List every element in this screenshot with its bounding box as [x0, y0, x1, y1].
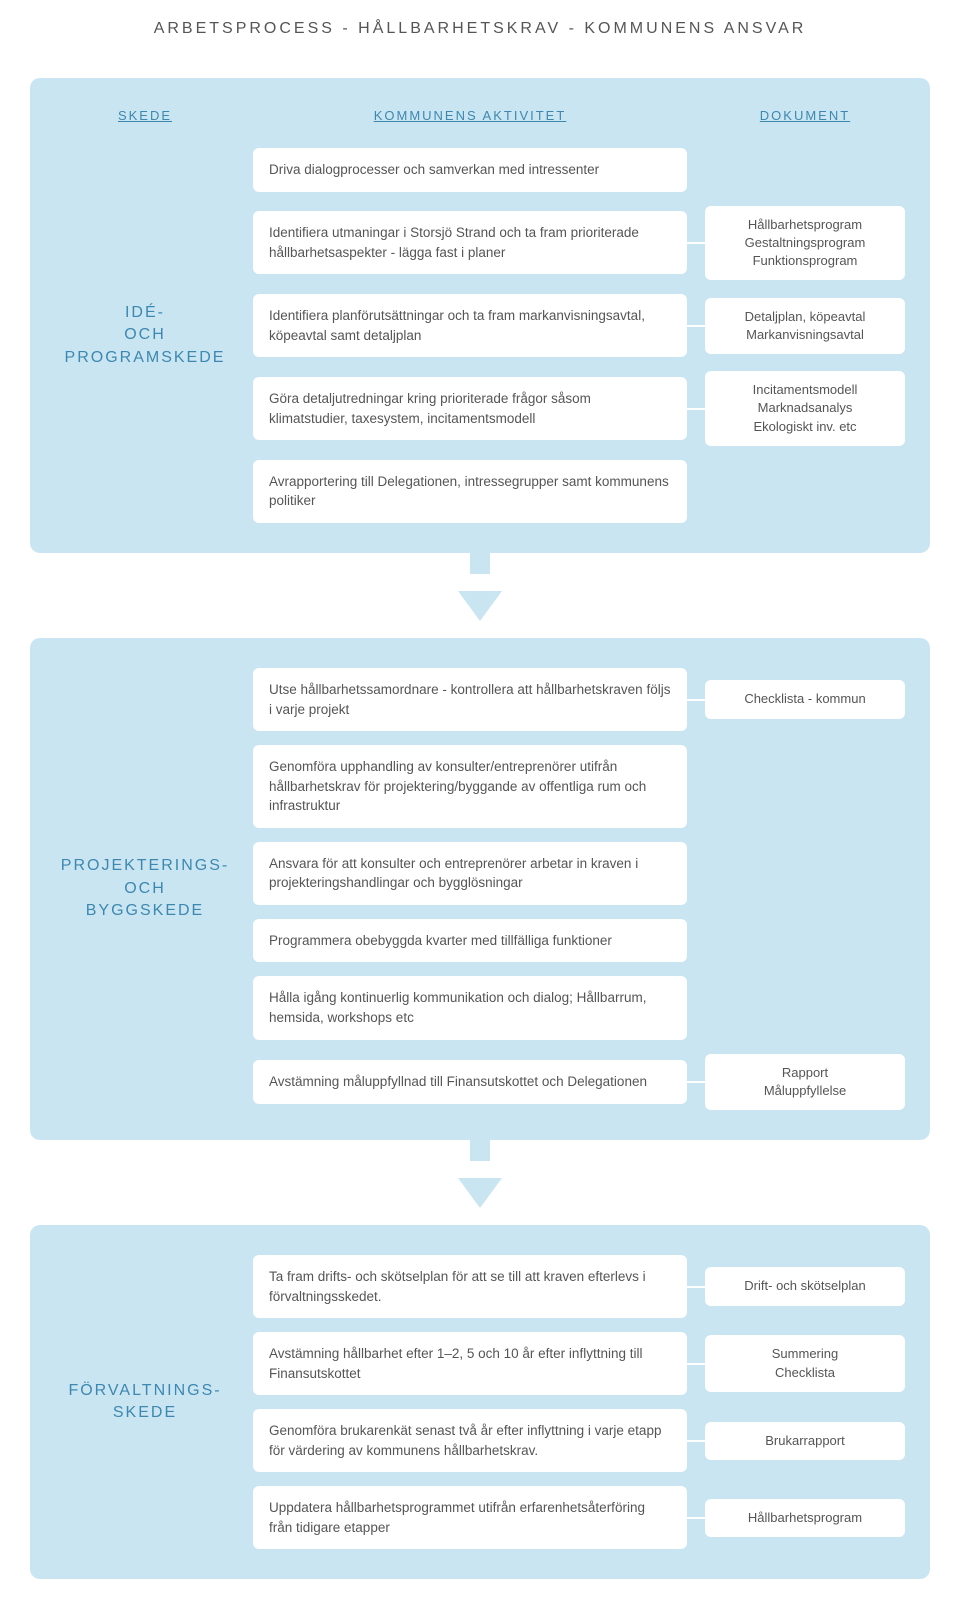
phase-label-wrap: IDÉ-OCHPROGRAMSKEDE [55, 148, 235, 523]
activity-card: Avstämning hållbarhet efter 1–2, 5 och 1… [253, 1332, 687, 1395]
activity-row: Ansvara för att konsulter och entreprenö… [253, 842, 905, 905]
document-card: IncitamentsmodellMarknadsanalysEkologisk… [705, 371, 905, 446]
document-card: Drift- och skötselplan [705, 1267, 905, 1305]
connector-line [686, 325, 706, 327]
phase-block: PROJEKTERINGS-OCHBYGGSKEDE Utse hållbarhe… [30, 638, 930, 1140]
activity-row: Avstämning måluppfyllnad till Finansutsk… [253, 1054, 905, 1110]
activity-card: Ansvara för att konsulter och entreprenö… [253, 842, 687, 905]
activity-card: Avstämning måluppfyllnad till Finansutsk… [253, 1060, 687, 1104]
connector-line [686, 1286, 706, 1288]
document-card: Hållbarhetsprogram [705, 1499, 905, 1537]
document-card: Brukarrapport [705, 1422, 905, 1460]
phase-block: FÖRVALTNINGS-SKEDE Ta fram drifts- och sk… [30, 1225, 930, 1580]
activity-card: Genomföra brukarenkät senast två år efte… [253, 1409, 687, 1472]
phase-label: IDÉ-OCHPROGRAMSKEDE [65, 302, 226, 369]
connector-line [686, 408, 706, 410]
connector-line [686, 1517, 706, 1519]
column-header-skede: SKEDE [55, 108, 235, 123]
activities-column: Driva dialogprocesser och samverkan med … [253, 148, 905, 523]
activity-card: Genomföra upphandling av konsulter/entre… [253, 745, 687, 828]
activity-row: Ta fram drifts- och skötselplan för att … [253, 1255, 905, 1318]
activities-column: Ta fram drifts- och skötselplan för att … [253, 1255, 905, 1550]
connector-line [686, 242, 706, 244]
document-card: RapportMåluppfyllelse [705, 1054, 905, 1110]
activity-card: Göra detaljutredningar kring prioriterad… [253, 377, 687, 440]
activity-card: Programmera obebyggda kvarter med tillfä… [253, 919, 687, 963]
activity-row: Avrapportering till Delegationen, intres… [253, 460, 905, 523]
activity-card: Identifiera planförutsättningar och ta f… [253, 294, 687, 357]
connector-line [686, 699, 706, 701]
phase-label-wrap: PROJEKTERINGS-OCHBYGGSKEDE [55, 668, 235, 1110]
activity-card: Driva dialogprocesser och samverkan med … [253, 148, 687, 192]
activity-card: Uppdatera hållbarhetsprogrammet utifrån … [253, 1486, 687, 1549]
column-header-aktivitet: KOMMUNENS AKTIVITET [253, 108, 687, 123]
phase-label-wrap: FÖRVALTNINGS-SKEDE [55, 1255, 235, 1550]
column-header-dokument: DOKUMENT [705, 108, 905, 123]
activity-card: Avrapportering till Delegationen, intres… [253, 460, 687, 523]
activity-row: Identifiera utmaningar i Storsjö Strand … [253, 206, 905, 281]
document-card: Detaljplan, köpeavtalMarkanvisningsavtal [705, 298, 905, 354]
page-title: ARBETSPROCESS - HÅLLBARHETSKRAV - KOMMUN… [30, 20, 930, 38]
arrow-down-icon [30, 552, 930, 639]
activity-row: Driva dialogprocesser och samverkan med … [253, 148, 905, 192]
document-card: SummeringChecklista [705, 1335, 905, 1391]
phase-block: SKEDE KOMMUNENS AKTIVITET DOKUMENT IDÉ-OCHP… [30, 78, 930, 553]
activity-row: Utse hållbarhetssamordnare - kontrollera… [253, 668, 905, 731]
phase-label: PROJEKTERINGS-OCHBYGGSKEDE [61, 855, 229, 922]
activity-card: Ta fram drifts- och skötselplan för att … [253, 1255, 687, 1318]
connector-line [686, 1081, 706, 1083]
activity-row: Hålla igång kontinuerlig kommunikation o… [253, 976, 905, 1039]
activity-row: Identifiera planförutsättningar och ta f… [253, 294, 905, 357]
activity-row: Uppdatera hållbarhetsprogrammet utifrån … [253, 1486, 905, 1549]
phase-label: FÖRVALTNINGS-SKEDE [55, 1380, 235, 1425]
activity-card: Identifiera utmaningar i Storsjö Strand … [253, 211, 687, 274]
activity-row: Programmera obebyggda kvarter med tillfä… [253, 919, 905, 963]
connector-line [686, 1363, 706, 1365]
connector-line [686, 1440, 706, 1442]
document-card: Checklista - kommun [705, 680, 905, 718]
activity-row: Göra detaljutredningar kring prioriterad… [253, 371, 905, 446]
activity-row: Genomföra upphandling av konsulter/entre… [253, 745, 905, 828]
activities-column: Utse hållbarhetssamordnare - kontrollera… [253, 668, 905, 1110]
activity-card: Hålla igång kontinuerlig kommunikation o… [253, 976, 687, 1039]
arrow-down-icon [30, 1139, 930, 1226]
activity-card: Utse hållbarhetssamordnare - kontrollera… [253, 668, 687, 731]
activity-row: Avstämning hållbarhet efter 1–2, 5 och 1… [253, 1332, 905, 1395]
document-card: HållbarhetsprogramGestaltningsprogramFun… [705, 206, 905, 281]
page: ARBETSPROCESS - HÅLLBARHETSKRAV - KOMMUN… [0, 0, 960, 1619]
phases-container: SKEDE KOMMUNENS AKTIVITET DOKUMENT IDÉ-OCHP… [30, 78, 930, 1579]
activity-row: Genomföra brukarenkät senast två år efte… [253, 1409, 905, 1472]
